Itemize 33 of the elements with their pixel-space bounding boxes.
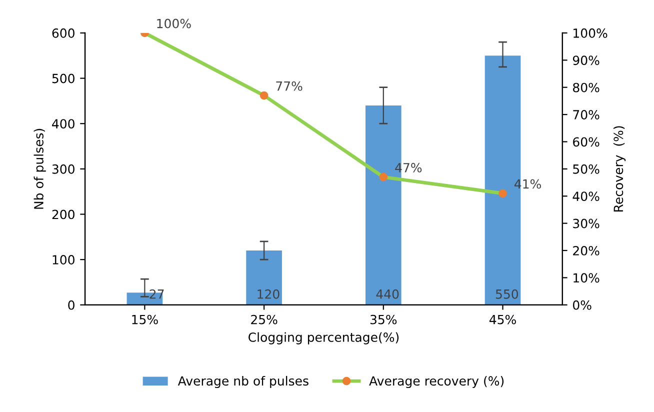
data-label: 100%	[157, 18, 191, 28]
y-tick-label: 300	[52, 164, 74, 174]
y2-tick-label: 40%	[572, 192, 600, 202]
data-label: 550	[496, 289, 518, 299]
y-tick-label: 0	[68, 300, 74, 310]
y2-axis-title: Recovery (%)	[613, 126, 626, 212]
data-label: 120	[258, 289, 280, 299]
data-label: 77%	[276, 81, 302, 91]
y2-tick-label: 20%	[573, 246, 600, 256]
y-tick-label: 100	[52, 255, 74, 264]
x-axis-title: Clogging percentage(%)	[248, 332, 399, 344]
y2-tick-label: 80%	[573, 82, 600, 92]
x-tick-label: 25%	[251, 314, 278, 324]
y2-tick-label: 0%	[572, 300, 592, 310]
x-tick-label: 35%	[370, 314, 397, 324]
y2-tick-label: 70%	[573, 110, 600, 120]
legend-label: Average nb of pulses	[178, 376, 308, 388]
y2-tick-label: 30%	[573, 218, 600, 228]
y2-tick-label: 10%	[574, 273, 600, 283]
data-label: 440	[376, 289, 399, 299]
bar	[246, 250, 282, 305]
y-tick-label: 200	[52, 210, 74, 220]
y2-tick-label: 100%	[574, 28, 608, 38]
y2-tick-label: 60%	[573, 137, 600, 147]
x-tick-label: 45%	[489, 314, 516, 324]
y-tick-label: 500	[52, 74, 74, 84]
y-tick-label: 400	[52, 119, 74, 129]
x-tick-label: 15%	[132, 314, 158, 324]
legend-label: Average recovery (%)	[369, 376, 504, 388]
y2-tick-label: 50%	[573, 164, 600, 174]
y2-tick-label: 90%	[572, 56, 600, 66]
y-tick-label: 600	[52, 28, 74, 38]
y-axis-title: Nb of pulses)	[34, 128, 46, 209]
